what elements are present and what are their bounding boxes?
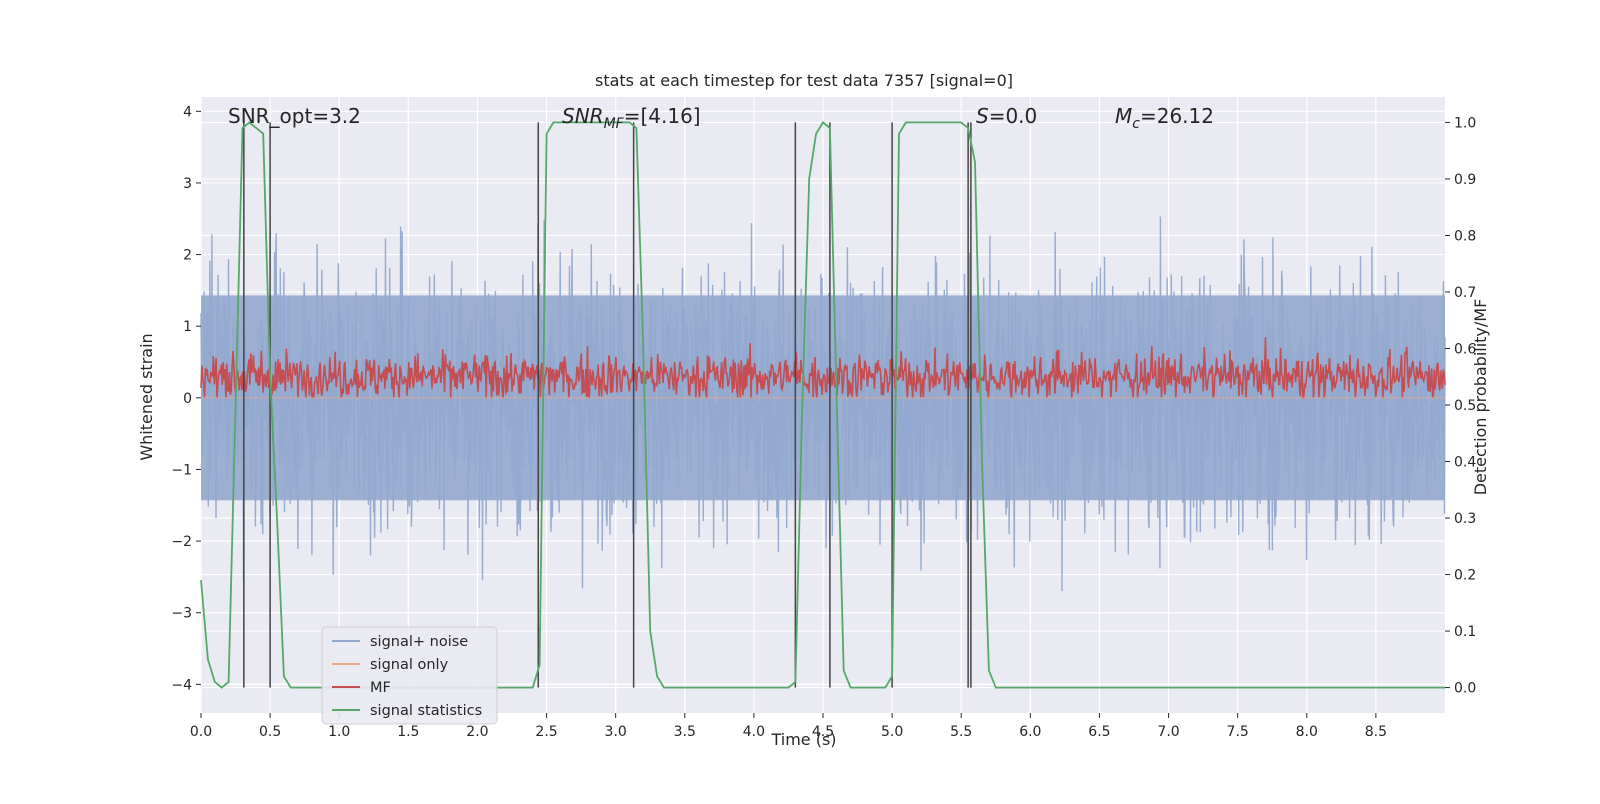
y2-tick-label: 0.0: [1454, 681, 1476, 697]
annotation-s: S=0.0: [976, 104, 1037, 128]
x-tick-label: 3.0: [605, 724, 627, 740]
annotation-mc-value: =26.12: [1140, 104, 1214, 128]
legend-label: signal statistics: [370, 703, 482, 719]
annotation-snr-mf-value: =[4.16]: [624, 104, 701, 128]
chart-title: stats at each timestep for test data 735…: [595, 71, 1013, 90]
y2-tick-label: 0.1: [1454, 624, 1476, 640]
x-tick-label: 0.5: [259, 724, 281, 740]
legend-label: MF: [370, 680, 391, 696]
series-mf: [200, 337, 1446, 399]
x-tick-label: 4.0: [743, 724, 765, 740]
annotation-snr-mf-sub: MF: [604, 116, 625, 132]
x-tick-label: 5.0: [881, 724, 903, 740]
y2-tick-label: 0.4: [1454, 455, 1476, 471]
y-tick-label: 0: [183, 391, 192, 407]
x-tick-label: 8.0: [1296, 724, 1318, 740]
y2-tick-label: 0.3: [1454, 511, 1476, 527]
x-tick-label: 2.0: [466, 724, 488, 740]
x-tick-label: 3.5: [674, 724, 696, 740]
y-tick-label: 1: [183, 319, 192, 335]
annotation-snr-opt: SNR_opt=3.2: [228, 104, 361, 128]
annotation-mc-sub: c: [1132, 116, 1140, 132]
y2-tick-label: 0.2: [1454, 568, 1476, 584]
legend: signal+ noise signal only MF signal statist…: [321, 626, 498, 725]
x-tick-label: 4.5: [812, 724, 834, 740]
legend-label: signal only: [370, 657, 449, 673]
annotation-mc: Mc=26.12: [1115, 104, 1214, 132]
y2-tick-label: 0.9: [1454, 172, 1476, 188]
y-tick-label: −2: [171, 534, 192, 550]
x-tick-label: 1.0: [328, 724, 350, 740]
y2-tick-label: 0.6: [1454, 341, 1476, 357]
y-tick-label: 2: [183, 248, 192, 264]
legend-label: signal+ noise: [370, 634, 468, 650]
annotation-s-value: =0.0: [989, 104, 1038, 128]
annotation-s-main: S: [976, 104, 989, 128]
y-tick-label: 3: [183, 176, 192, 192]
y2-tick-label: 1.0: [1454, 115, 1476, 131]
legend-box: [321, 626, 498, 725]
x-tick-label: 7.0: [1157, 724, 1179, 740]
y-axis-label: Whitened strain: [137, 333, 156, 460]
x-tick-label: 1.5: [397, 724, 419, 740]
annotation-snr-mf-main: SNR: [562, 104, 604, 128]
series-signal-statistics: [200, 121, 1445, 689]
y2-tick-label: 0.8: [1454, 228, 1476, 244]
y-tick-label: −3: [171, 606, 192, 622]
annotation-mc-main: M: [1115, 104, 1132, 128]
annotation-snr-mf: SNRMF=[4.16]: [562, 104, 701, 132]
x-tick-label: 2.5: [535, 724, 557, 740]
x-tick-label: 7.5: [1227, 724, 1249, 740]
y-tick-label: −4: [171, 677, 192, 693]
x-tick-label: 6.0: [1019, 724, 1041, 740]
y2-tick-label: 0.7: [1454, 285, 1476, 301]
y2-axis-label: Detection probability/MF: [1471, 299, 1490, 496]
y2-tick-label: 0.5: [1454, 398, 1476, 414]
x-axis-label: Time (s): [770, 730, 836, 749]
x-tick-label: 6.5: [1088, 724, 1110, 740]
x-tick-label: 8.5: [1365, 724, 1387, 740]
y-tick-label: 4: [183, 104, 192, 120]
y-tick-label: −1: [171, 462, 192, 478]
x-tick-label: 5.5: [950, 724, 972, 740]
x-tick-label: 0.0: [190, 724, 212, 740]
